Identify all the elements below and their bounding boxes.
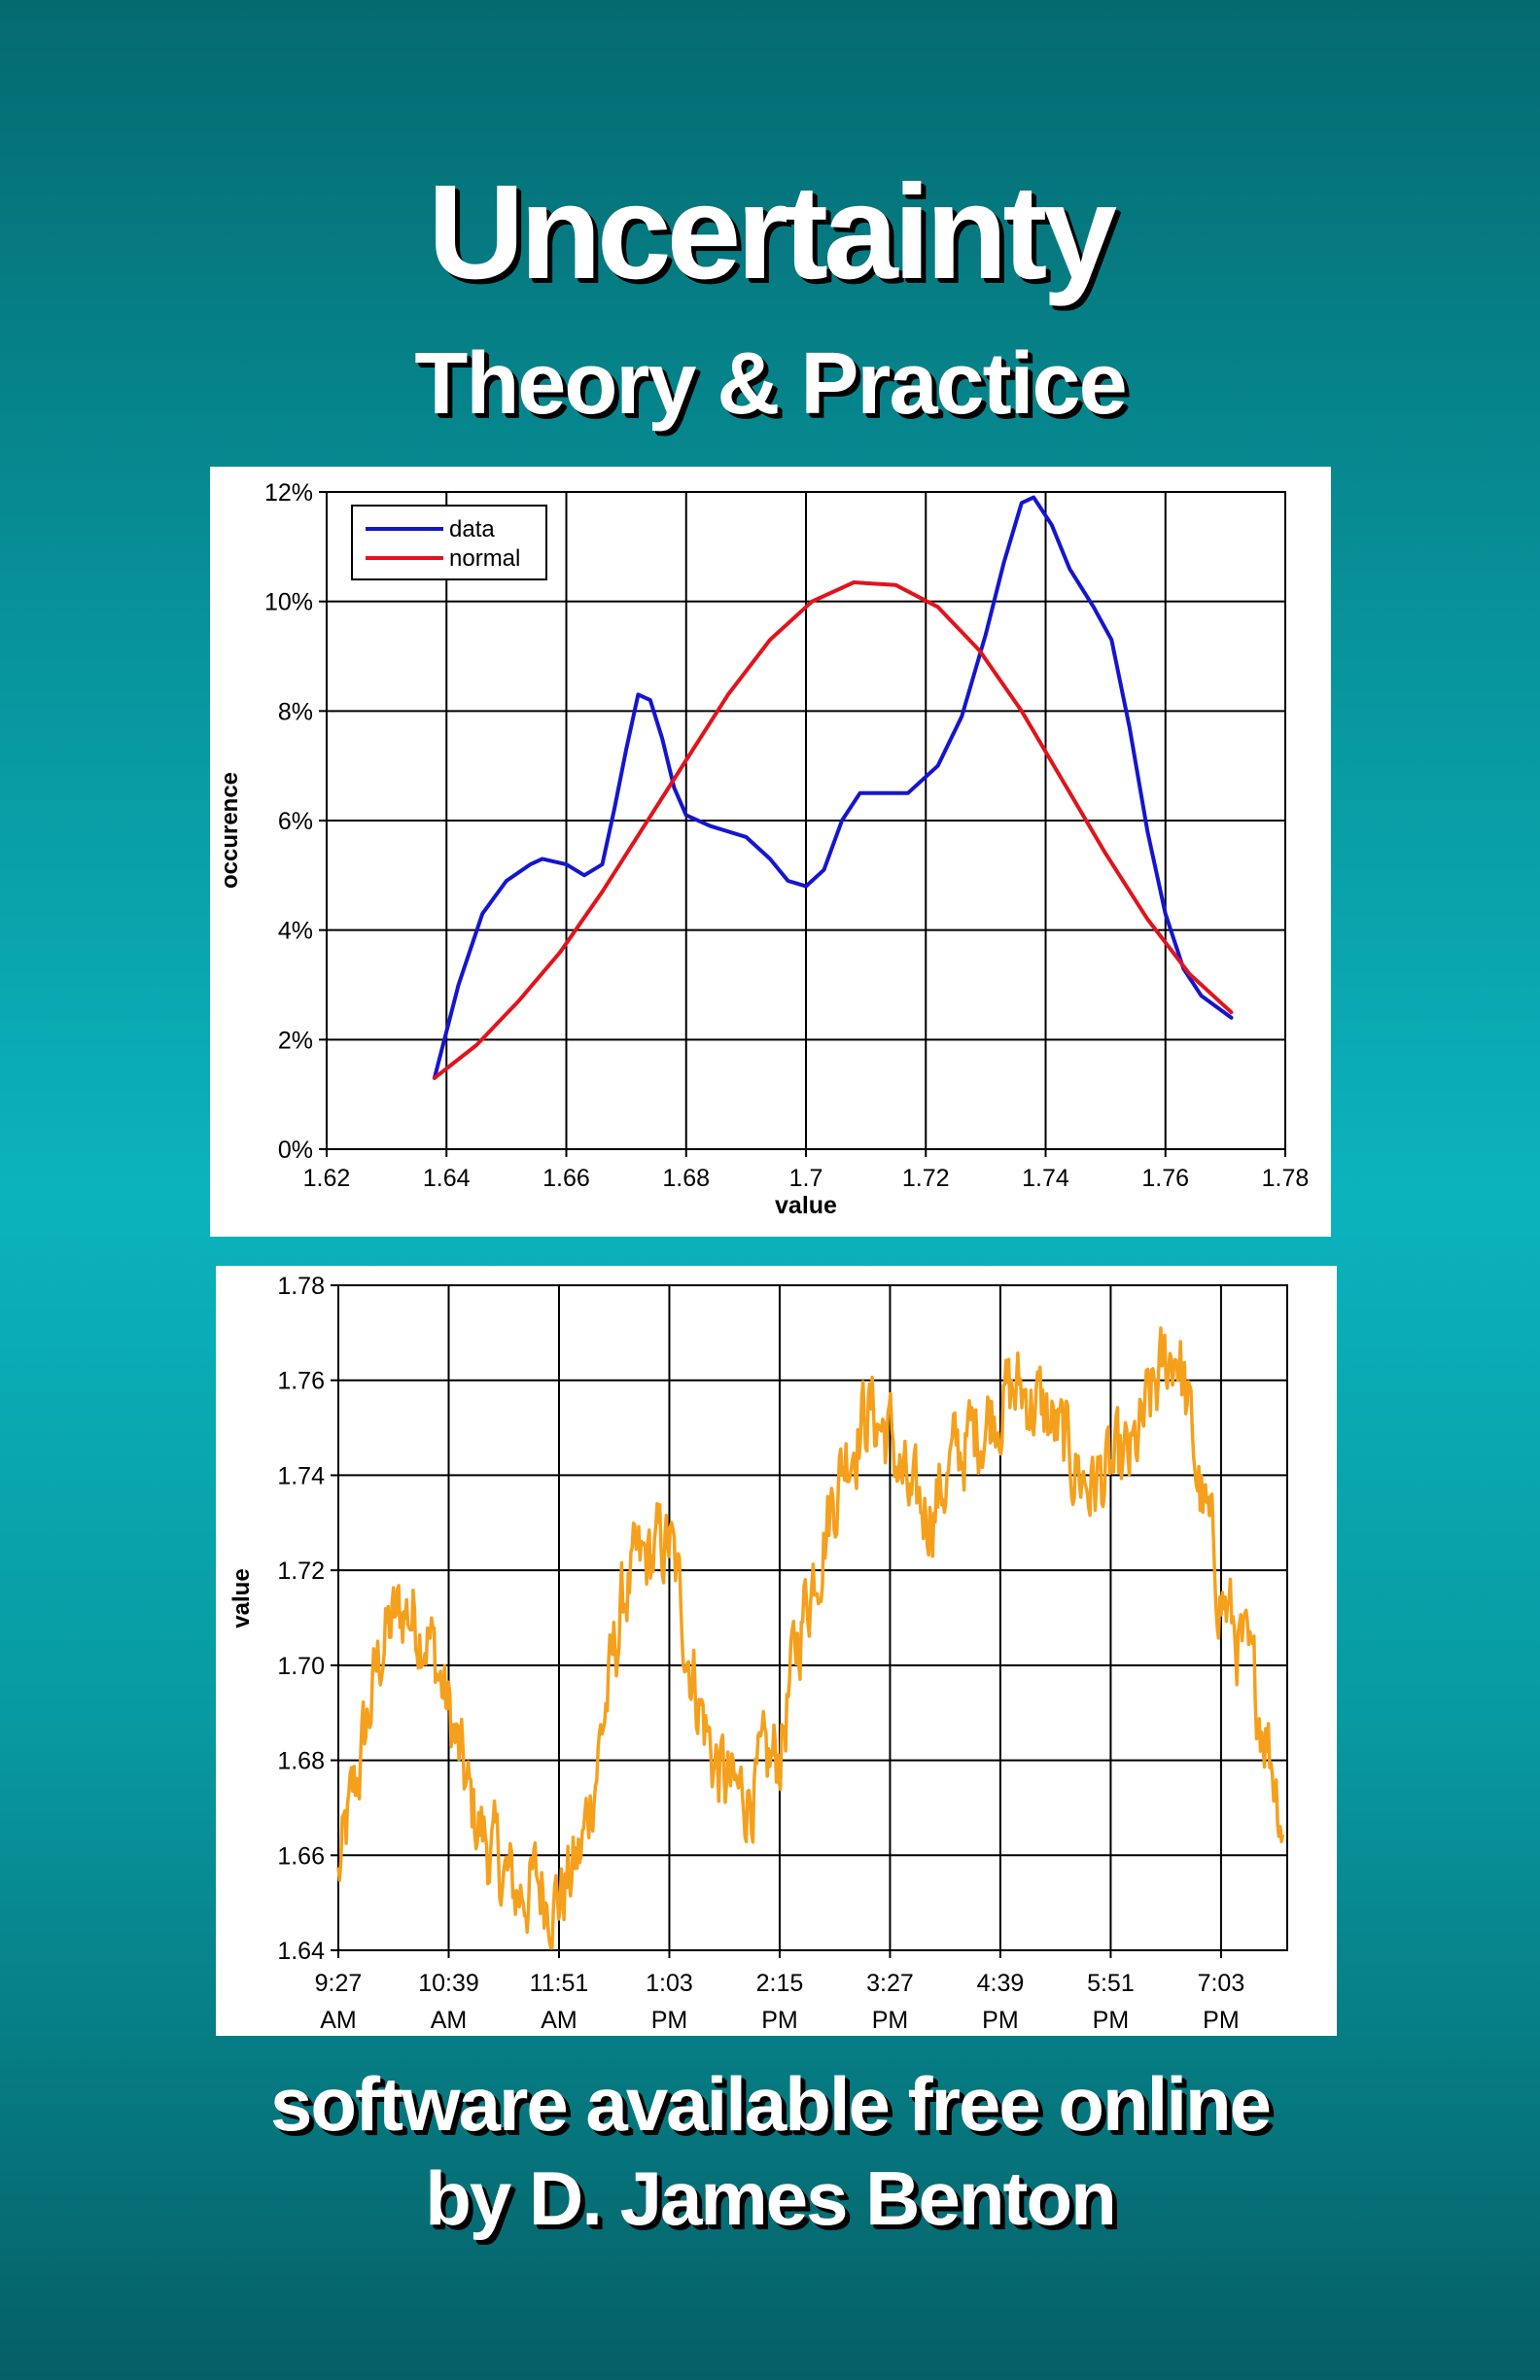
x-tick-label-time: 9:27	[315, 1970, 363, 1997]
x-tick-label: 1.72	[902, 1165, 950, 1192]
timeseries-chart: 9:27 AM 10:39 AM 11:51 AM 1:03 PM 2:15 PM 3:27 PM 4:…	[228, 1273, 1288, 2034]
plot-area	[337, 1284, 1288, 1951]
x-tick-label: 1.66	[542, 1165, 590, 1192]
y-tick-label: 4%	[278, 918, 313, 945]
x-tick-label-time: 2:15	[756, 1970, 804, 1997]
x-tick-label-ampm: PM	[1093, 2007, 1130, 2034]
x-tick-label-time: 10:39	[418, 1970, 479, 1997]
y-tick-label: 6%	[278, 808, 313, 835]
cover-title: Uncertainty	[427, 158, 1117, 307]
y-tick-label: 1.70	[277, 1653, 325, 1680]
series-line-data	[432, 495, 1234, 1080]
y-tick-label: 0%	[278, 1137, 313, 1164]
x-tick-label-time: 7:03	[1198, 1970, 1245, 1997]
y-tick-label: 10%	[264, 589, 313, 616]
x-tick-label: 1.74	[1022, 1165, 1069, 1192]
x-tick-label: 1.7	[789, 1165, 823, 1192]
x-tick-label-time: 11:51	[530, 1970, 589, 1997]
y-tick-label: 1.64	[277, 1938, 325, 1965]
x-tick-label-ampm: AM	[431, 2007, 468, 2034]
x-tick-label: 1.76	[1141, 1165, 1189, 1192]
footer-line-1: software available free online	[269, 2061, 1272, 2147]
x-tick-label: 1.64	[423, 1165, 471, 1192]
histogram-chart-panel: 1.62 1.64 1.66 1.68 1.7 1.72 1.74 1.76 1.78 0% 2% 4…	[210, 467, 1331, 1237]
x-tick-label-ampm: PM	[1203, 2007, 1240, 2034]
x-tick-label-ampm: PM	[982, 2007, 1018, 2034]
histogram-chart: 1.62 1.64 1.66 1.68 1.7 1.72 1.74 1.76 1.78 0% 2% 4…	[217, 479, 1310, 1219]
y-tick-label: 1.78	[277, 1273, 325, 1300]
x-tick-label-ampm: AM	[320, 2007, 357, 2034]
x-tick-label-time: 3:27	[866, 1970, 914, 1997]
x-tick-label-ampm: PM	[761, 2007, 798, 2034]
x-tick-label: 1.78	[1262, 1165, 1310, 1192]
y-tick-label: 1.68	[277, 1748, 325, 1775]
y-tick-label: 2%	[278, 1027, 313, 1054]
y-tick-label: 1.66	[277, 1842, 325, 1870]
y-tick-label: 1.72	[277, 1558, 325, 1585]
x-tick-label-ampm: PM	[651, 2007, 688, 2034]
x-axis-label: value	[775, 1192, 837, 1219]
y-tick-label: 12%	[264, 479, 313, 507]
series-line-normal	[432, 580, 1234, 1080]
x-tick-label-time: 5:51	[1087, 1970, 1135, 1997]
legend-label-normal: normal	[449, 545, 520, 572]
legend-box	[351, 505, 547, 580]
footer-line-2: by D. James Benton	[425, 2155, 1117, 2241]
x-tick-label-time: 1:03	[646, 1970, 693, 1997]
series-line-timeseries	[336, 1326, 1285, 1950]
x-tick-label: 1.68	[662, 1165, 710, 1192]
x-tick-label: 1.62	[303, 1165, 351, 1192]
x-tick-label-time: 4:39	[977, 1970, 1025, 1997]
y-axis-label: occurence	[217, 772, 243, 889]
legend-label-data: data	[449, 516, 495, 542]
x-tick-label-ampm: AM	[541, 2007, 578, 2034]
cover-subtitle: Theory & Practice	[414, 335, 1127, 433]
y-tick-label: 1.76	[277, 1368, 325, 1395]
y-tick-label: 8%	[278, 698, 313, 725]
y-axis-label: value	[228, 1568, 255, 1628]
x-tick-label-ampm: PM	[872, 2007, 909, 2034]
y-tick-label: 1.74	[277, 1462, 325, 1489]
timeseries-chart-panel: 9:27 AM 10:39 AM 11:51 AM 1:03 PM 2:15 PM 3:27 PM 4:…	[216, 1266, 1337, 2036]
